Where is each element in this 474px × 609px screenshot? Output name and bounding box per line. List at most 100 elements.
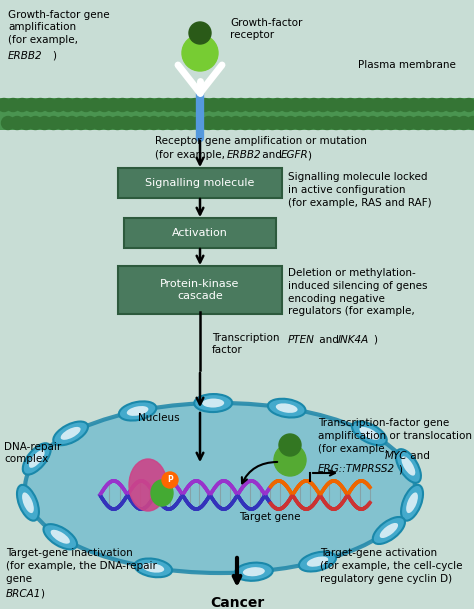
Circle shape	[38, 116, 51, 130]
Text: Deletion or methylation-
induced silencing of genes
encoding negative
regulators: Deletion or methylation- induced silenci…	[288, 268, 428, 317]
Circle shape	[380, 99, 393, 111]
Circle shape	[271, 99, 284, 111]
Circle shape	[229, 116, 242, 130]
Circle shape	[238, 116, 252, 130]
Ellipse shape	[380, 523, 398, 538]
Ellipse shape	[17, 485, 39, 521]
Circle shape	[43, 99, 56, 111]
Circle shape	[280, 99, 293, 111]
Ellipse shape	[119, 401, 156, 421]
Circle shape	[171, 99, 184, 111]
Circle shape	[444, 99, 457, 111]
Text: Nucleus: Nucleus	[138, 413, 180, 423]
Circle shape	[220, 116, 233, 130]
Circle shape	[189, 99, 202, 111]
Circle shape	[129, 116, 142, 130]
Text: Target-gene activation
(for example, the cell-cycle
regulatory gene cyclin D): Target-gene activation (for example, the…	[320, 548, 463, 583]
Circle shape	[125, 99, 138, 111]
Circle shape	[175, 116, 188, 130]
Circle shape	[430, 116, 443, 130]
Circle shape	[71, 99, 83, 111]
Circle shape	[92, 116, 106, 130]
Ellipse shape	[194, 394, 232, 412]
Circle shape	[20, 116, 33, 130]
Circle shape	[421, 116, 434, 130]
Ellipse shape	[127, 406, 148, 416]
Ellipse shape	[396, 449, 421, 483]
Circle shape	[284, 116, 297, 130]
Circle shape	[366, 116, 379, 130]
Text: Target-gene inactivation
(for example, the DNA-repair
gene: Target-gene inactivation (for example, t…	[6, 548, 157, 583]
Circle shape	[244, 99, 256, 111]
Text: and: and	[316, 335, 342, 345]
Ellipse shape	[359, 427, 379, 440]
Ellipse shape	[373, 517, 405, 544]
Text: Transcription-factor gene
amplification or translocation
(for example,: Transcription-factor gene amplification …	[318, 418, 472, 454]
Text: Protein-kinase
cascade: Protein-kinase cascade	[160, 279, 240, 301]
Ellipse shape	[51, 530, 70, 544]
Ellipse shape	[202, 398, 224, 407]
Circle shape	[293, 116, 306, 130]
Ellipse shape	[29, 450, 45, 468]
Text: (for example,: (for example,	[155, 150, 228, 160]
Ellipse shape	[53, 421, 88, 445]
Circle shape	[399, 99, 411, 111]
Circle shape	[275, 116, 288, 130]
Text: ): )	[307, 150, 311, 160]
Ellipse shape	[243, 567, 265, 576]
Circle shape	[344, 99, 357, 111]
Circle shape	[134, 99, 147, 111]
Text: ): )	[40, 589, 44, 599]
Circle shape	[211, 116, 224, 130]
Circle shape	[457, 116, 470, 130]
Circle shape	[453, 99, 466, 111]
Circle shape	[111, 116, 124, 130]
Circle shape	[390, 99, 402, 111]
Text: ): )	[398, 464, 402, 474]
Circle shape	[289, 99, 302, 111]
Circle shape	[317, 99, 329, 111]
Circle shape	[335, 99, 348, 111]
Circle shape	[439, 116, 452, 130]
Text: DNA-repair
complex: DNA-repair complex	[4, 442, 61, 465]
Circle shape	[162, 99, 174, 111]
Ellipse shape	[142, 563, 164, 572]
Circle shape	[120, 116, 133, 130]
Circle shape	[165, 116, 179, 130]
Text: PTEN: PTEN	[288, 335, 315, 345]
Ellipse shape	[406, 493, 418, 513]
Text: Target gene: Target gene	[239, 512, 301, 522]
Ellipse shape	[299, 552, 336, 571]
Text: INK4A: INK4A	[338, 335, 369, 345]
Text: MYC: MYC	[385, 451, 408, 461]
Circle shape	[184, 116, 197, 130]
Circle shape	[80, 99, 92, 111]
Circle shape	[10, 116, 24, 130]
Circle shape	[311, 116, 324, 130]
Circle shape	[116, 99, 129, 111]
Circle shape	[371, 99, 384, 111]
Circle shape	[189, 22, 211, 44]
Circle shape	[435, 99, 448, 111]
Circle shape	[143, 99, 156, 111]
Circle shape	[198, 99, 211, 111]
Circle shape	[417, 99, 430, 111]
Circle shape	[274, 444, 306, 476]
Circle shape	[362, 99, 375, 111]
Circle shape	[162, 472, 178, 488]
Circle shape	[308, 99, 320, 111]
Circle shape	[65, 116, 78, 130]
Circle shape	[29, 116, 42, 130]
Circle shape	[393, 116, 407, 130]
Text: Growth-factor gene
amplification
(for example,: Growth-factor gene amplification (for ex…	[8, 10, 109, 45]
Circle shape	[339, 116, 352, 130]
Circle shape	[98, 99, 111, 111]
Circle shape	[253, 99, 266, 111]
Circle shape	[25, 99, 38, 111]
Circle shape	[147, 116, 160, 130]
Circle shape	[107, 99, 120, 111]
Text: Receptor gene amplification or mutation: Receptor gene amplification or mutation	[155, 136, 367, 146]
Circle shape	[1, 116, 15, 130]
Circle shape	[426, 99, 439, 111]
Text: Signalling molecule locked
in active configuration
(for example, RAS and RAF): Signalling molecule locked in active con…	[288, 172, 432, 208]
